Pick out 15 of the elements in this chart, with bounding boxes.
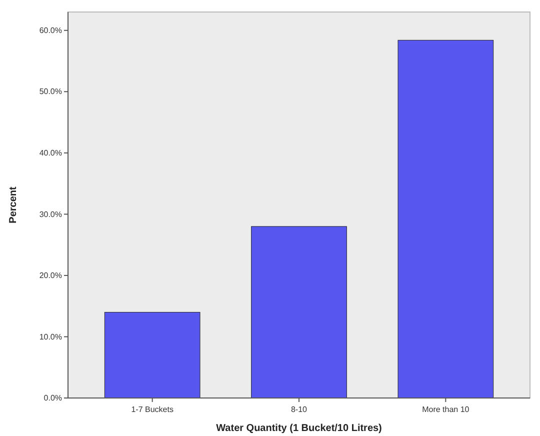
x-axis-title: Water Quantity (1 Bucket/10 Litres): [216, 423, 382, 434]
bar: [398, 40, 494, 398]
y-tick-label: 10.0%: [39, 332, 62, 342]
y-tick-label: 50.0%: [39, 87, 62, 96]
y-tick-label: 20.0%: [39, 271, 62, 280]
bar: [104, 312, 200, 398]
y-tick-label: 40.0%: [39, 148, 62, 158]
x-tick-label: More than 10: [422, 405, 470, 414]
x-tick-label: 1-7 Buckets: [131, 405, 174, 414]
y-axis-title: Percent: [8, 186, 19, 224]
y-tick-label: 30.0%: [39, 210, 62, 219]
y-tick-label: 60.0%: [39, 26, 62, 35]
y-tick-label: 0.0%: [44, 394, 62, 403]
bar: [251, 226, 347, 398]
x-tick-label: 8-10: [290, 405, 308, 414]
